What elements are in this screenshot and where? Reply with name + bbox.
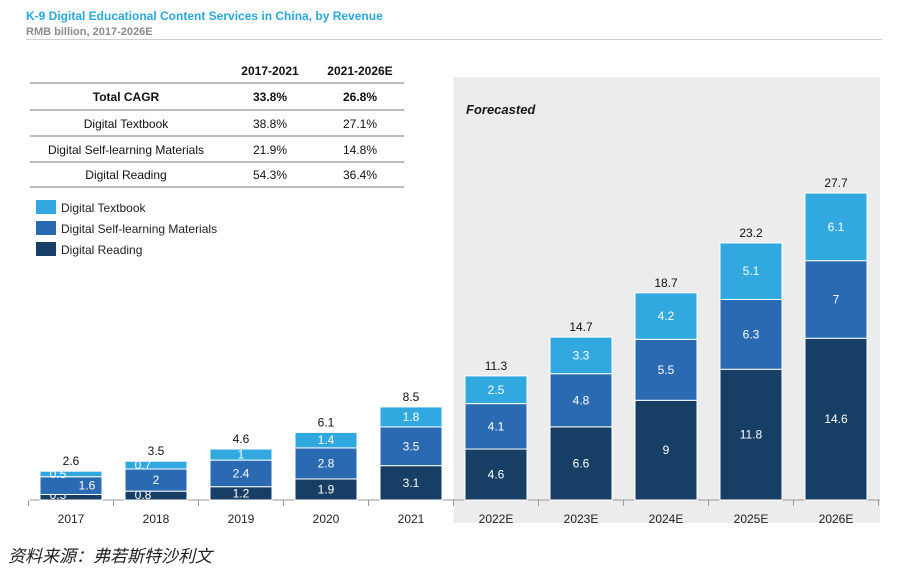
legend-label: Digital Reading [61,243,142,257]
table-row-label: Total CAGR [93,90,160,104]
table-row-label: Digital Reading [85,168,166,182]
bar-segment [634,338,698,401]
bar-segment [719,298,783,370]
table-header: 2017-2021 [241,64,299,78]
table-cell: 36.4% [343,168,377,182]
data-label: 4.2 [658,309,675,323]
table-cell: 26.8% [343,90,377,104]
x-tick-label: 2017 [58,512,85,526]
total-label: 8.5 [403,390,420,404]
table-header: 2021-2026E [327,64,392,78]
bar-segment [209,459,273,488]
data-label: 0.5 [50,467,67,481]
x-tick-label: 2026E [819,512,854,526]
bar-segment [39,470,103,478]
bar-segment [379,426,443,467]
legend-swatch [36,221,56,235]
bar-segment [634,292,698,340]
legend-label: Digital Textbook [61,201,146,215]
legend-swatch [36,242,56,256]
data-label: 1.4 [318,433,335,447]
data-label: 1.8 [403,410,420,424]
x-tick-label: 2019 [228,512,255,526]
data-label: 1.9 [318,482,335,496]
total-label: 2.6 [63,454,80,468]
title-divider [26,39,882,40]
legend-label: Digital Self-learning Materials [61,222,217,236]
chart-subtitle: RMB billion, 2017-2026E [26,26,153,38]
bar-segment [634,399,698,501]
data-label: 6.3 [743,327,760,341]
x-tick-label: 2025E [734,512,769,526]
bar-segment [719,242,783,300]
bar-segment [464,375,528,405]
bar-segment [804,192,868,262]
data-label: 9 [663,443,670,457]
data-label: 3.1 [403,476,420,490]
total-label: 18.7 [654,276,678,290]
table-cell: 38.8% [253,117,287,131]
data-label: 6.1 [828,220,845,234]
data-label: 3.5 [403,439,420,453]
source-note: 资料来源：弗若斯特沙利文 [8,547,212,567]
table-cell: 33.8% [253,90,287,104]
total-label: 6.1 [318,415,335,429]
data-label: 2.8 [318,456,335,470]
data-label: 7 [833,292,840,306]
data-label: 3.3 [573,348,590,362]
bar-segment [464,448,528,501]
x-tick-label: 2022E [479,512,514,526]
bar-segment [379,406,443,428]
data-label: 14.6 [824,412,848,426]
total-label: 11.3 [485,359,508,373]
bar-segment [804,337,868,501]
x-tick-label: 2020 [313,512,340,526]
bar-segment [804,260,868,339]
data-label: 1.6 [79,479,96,493]
data-label: 1 [238,448,245,462]
bar-segment [124,460,188,470]
table-cell: 21.9% [253,143,287,157]
chart-title: K-9 Digital Educational Content Services… [26,9,383,23]
x-tick-label: 2018 [143,512,170,526]
data-label: 2.4 [233,466,250,480]
table-cell: 14.8% [343,143,377,157]
x-tick-label: 2024E [649,512,684,526]
bar-segment [209,448,273,461]
bar-segment [464,403,528,450]
bar-segment [549,373,613,428]
total-label: 23.2 [739,226,763,240]
total-label: 27.7 [824,176,848,190]
bar-segment [294,431,358,449]
data-label: 5.1 [743,264,760,278]
data-label: 11.8 [740,428,763,442]
data-label: 4.6 [488,468,505,482]
data-label: 4.1 [488,419,505,433]
bar-segment [549,426,613,501]
forecast-label: Forecasted [466,102,536,117]
data-label: 4.8 [573,393,590,407]
data-label: 5.5 [658,363,675,377]
total-label: 14.7 [569,320,593,334]
table-row-label: Digital Textbook [84,117,169,131]
legend-swatch [36,200,56,214]
data-label: 1.2 [233,486,250,500]
table-row-label: Digital Self-learning Materials [48,143,204,157]
table-cell: 27.1% [343,117,377,131]
bar-segment [379,465,443,501]
total-label: 4.6 [233,432,250,446]
data-label: 2 [153,473,160,487]
data-label: 0.7 [135,458,152,472]
total-label: 3.5 [148,444,165,458]
data-label: 6.6 [573,456,590,470]
x-tick-label: 2021 [398,512,425,526]
bar-segment [719,368,783,501]
table-cell: 54.3% [253,168,287,182]
data-label: 2.5 [488,383,505,397]
x-tick-label: 2023E [564,512,599,526]
bar-segment [549,336,613,375]
